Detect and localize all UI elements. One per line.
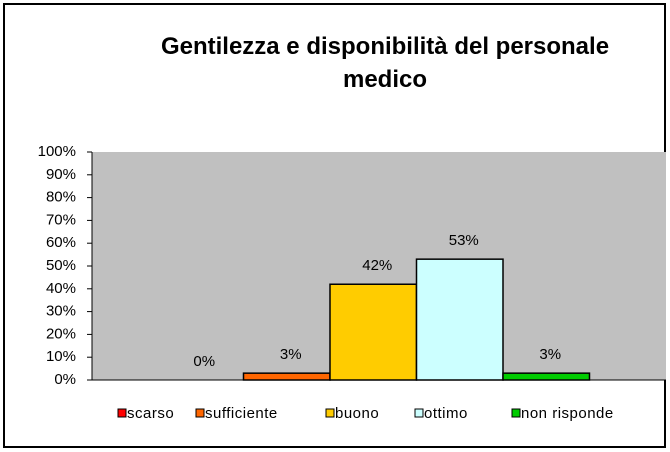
chart-title: Gentilezza e disponibilità del personale…: [160, 33, 610, 93]
legend-label: buono: [335, 405, 379, 422]
data-label: 42%: [362, 257, 392, 274]
data-label: 3%: [539, 346, 561, 363]
legend-swatch: [195, 408, 205, 418]
data-label: 3%: [280, 346, 302, 363]
y-tick-label: 0%: [54, 371, 76, 388]
bar: [242, 372, 331, 381]
y-tick-label: 90%: [46, 166, 76, 183]
bar: [329, 283, 418, 381]
data-label: 0%: [193, 353, 215, 370]
bar: [415, 258, 504, 381]
y-tick-label: 100%: [38, 143, 76, 160]
legend-label: ottimo: [424, 405, 468, 422]
y-tick-label: 60%: [46, 234, 76, 251]
y-tick-label: 40%: [46, 280, 76, 297]
y-tick-label: 30%: [46, 303, 76, 320]
legend-swatch: [117, 408, 127, 418]
y-tick-label: 80%: [46, 189, 76, 206]
legend-label: scarso: [127, 405, 174, 422]
bar: [502, 372, 591, 381]
data-label: 53%: [449, 232, 479, 249]
legend-swatch: [511, 408, 521, 418]
legend-swatch: [325, 408, 335, 418]
y-tick-label: 70%: [46, 211, 76, 228]
y-tick-label: 10%: [46, 348, 76, 365]
legend-label: sufficiente: [205, 405, 278, 422]
y-tick-label: 20%: [46, 325, 76, 342]
y-tick-label: 50%: [46, 257, 76, 274]
legend-swatch: [414, 408, 424, 418]
legend-label: non risponde: [521, 405, 614, 422]
